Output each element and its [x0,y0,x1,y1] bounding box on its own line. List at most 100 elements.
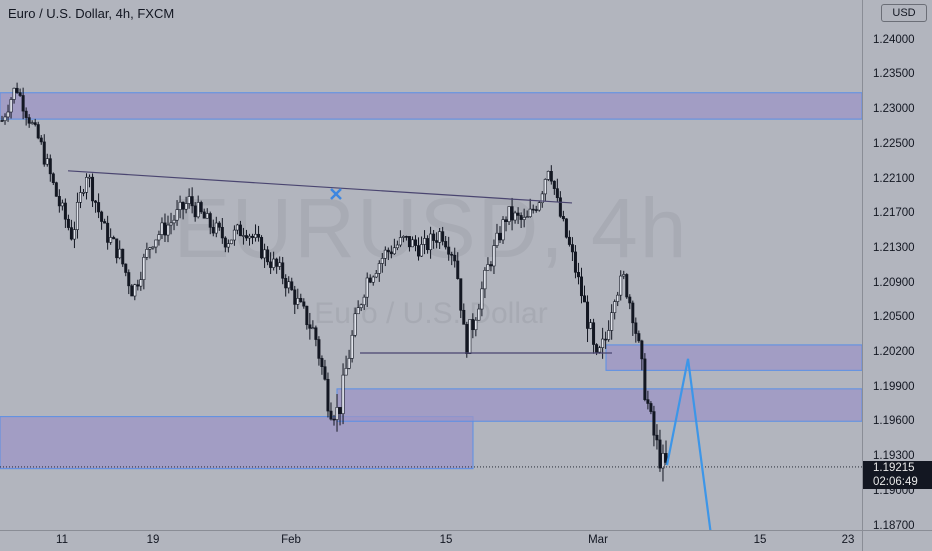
candle-body [160,222,164,235]
candle [39,135,43,145]
candle [344,355,348,376]
candle [441,226,445,246]
candle [266,246,270,266]
candle-body [311,327,315,330]
candle-body [0,120,4,122]
candle [435,232,439,249]
candle [118,240,122,260]
candle [492,239,496,275]
candle [136,279,140,291]
candle [115,238,119,264]
candle-body [302,301,306,307]
candle-body [510,206,514,221]
candle [187,188,191,209]
candle [178,195,182,219]
candle [483,267,487,299]
candle [383,246,387,267]
candle [583,285,587,303]
candle-body [18,92,22,96]
candle-body [459,278,463,311]
price-chart[interactable] [0,0,862,530]
candle [353,307,357,338]
candle [269,252,273,275]
candle-body [94,200,98,203]
candle [27,114,31,128]
candlestick-series [0,82,668,482]
candle-body [613,301,617,313]
candle [570,237,574,261]
candle [263,243,267,268]
candle [163,213,167,242]
candle-body [60,202,64,207]
candle-body [69,227,73,240]
candle-body [504,219,508,222]
candle [450,251,454,266]
candle-body [413,239,417,246]
candle-body [664,453,668,463]
candle-body [338,407,342,415]
candle-body [341,374,345,415]
candle-body [646,399,650,404]
candle-body [655,434,659,441]
candle-body [592,322,596,345]
candle [628,294,632,310]
candle-body [332,418,336,421]
symbol-legend[interactable]: Euro / U.S. Dollar, 4h, FXCM [8,6,175,21]
time-scale[interactable]: 11 19 Feb 15 Mar 15 23 [0,530,862,551]
candle-body [359,304,363,308]
candle [447,236,451,261]
candle-body [130,285,134,297]
candle [151,246,155,250]
candle [576,262,580,285]
candle [531,204,535,214]
candle [453,247,457,268]
candle [160,217,164,239]
candle [317,336,321,366]
chart-pane[interactable]: EURUSD, 4h Euro / U.S. Dollar Euro / U.S… [0,0,862,530]
price-tick-label: 1.19900 [873,380,915,393]
candle-body [45,158,49,165]
candle [423,230,427,255]
candle [552,180,556,195]
candle-body [546,171,550,180]
candle [193,202,197,222]
candle-body [320,358,324,367]
candle-body [139,279,143,287]
candle-body [634,322,638,334]
candle-body [51,173,55,183]
candle [338,407,342,426]
candle-body [112,237,116,240]
candle [655,424,659,450]
candle [398,230,402,248]
candle-body [88,176,92,179]
candle [486,257,490,271]
last-price-label: 1.19215 02:06:49 [863,461,932,489]
currency-badge[interactable]: USD [881,4,927,22]
candle [480,281,484,317]
candle-body [619,275,623,296]
candle-body [462,309,466,325]
candle-body [3,116,7,121]
time-tick-label: Feb [281,534,301,546]
candle-body [133,284,137,297]
candle [139,271,143,291]
candle [564,218,568,239]
candle-body [435,240,439,243]
candle-body [353,313,357,336]
candle-body [42,141,46,165]
candle [72,221,76,249]
candle-body [254,233,258,238]
candle-body [525,216,529,218]
price-scale[interactable]: USD 1.24000 1.23500 1.23000 1.22500 1.22100 1… [862,0,932,532]
candle [48,154,52,182]
candle-body [290,281,294,291]
candle-body [190,196,194,207]
candle-body [257,233,261,238]
candle-body [625,274,629,298]
candle [148,246,152,259]
candle-body [187,196,191,204]
projection-path [665,358,712,530]
candle [546,170,550,182]
candle [12,87,16,104]
candle-body [220,226,224,239]
